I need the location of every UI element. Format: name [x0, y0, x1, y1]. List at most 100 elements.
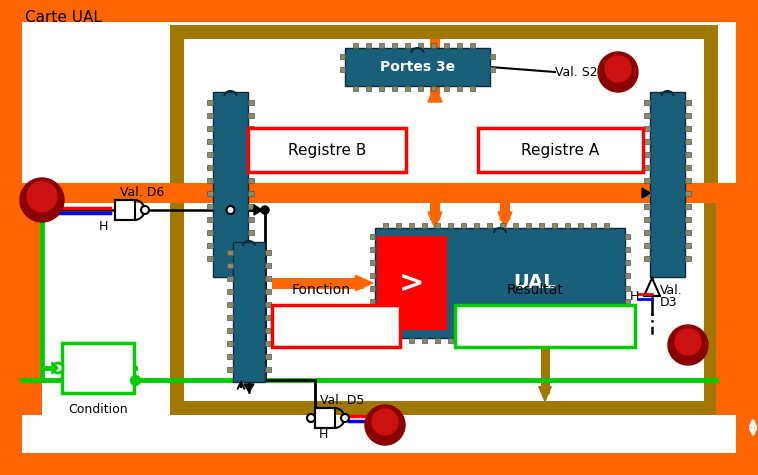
Bar [248, 113, 254, 118]
Bar [500, 223, 505, 228]
Bar [248, 128, 406, 172]
Bar [207, 217, 213, 222]
Bar [366, 86, 371, 91]
Bar [248, 139, 254, 144]
Polygon shape [539, 387, 551, 401]
Bar [353, 86, 358, 91]
Bar [370, 286, 375, 291]
Bar [704, 25, 718, 415]
Bar [265, 250, 271, 255]
Bar [591, 223, 596, 228]
Bar [370, 273, 375, 278]
Bar [685, 217, 691, 222]
Bar [552, 223, 557, 228]
Text: D3: D3 [660, 295, 678, 308]
Bar [685, 165, 691, 170]
Bar [461, 223, 466, 228]
Bar [644, 191, 650, 196]
Bar [396, 338, 401, 343]
Bar [207, 243, 213, 248]
Bar [248, 204, 254, 209]
Bar [644, 139, 650, 144]
Bar [490, 67, 495, 72]
Bar [227, 328, 233, 333]
Bar [644, 178, 650, 183]
Bar [207, 256, 213, 261]
Circle shape [341, 414, 349, 422]
Circle shape [365, 405, 405, 445]
Bar [375, 228, 625, 338]
Bar [227, 341, 233, 346]
Bar [272, 305, 400, 347]
Bar [539, 223, 544, 228]
Bar [461, 338, 466, 343]
Bar [379, 43, 384, 48]
Bar [227, 276, 233, 281]
Circle shape [227, 206, 234, 214]
Bar [170, 25, 184, 415]
Bar [444, 43, 449, 48]
Bar [409, 223, 414, 228]
Bar [392, 86, 397, 91]
Ellipse shape [673, 352, 703, 362]
Bar [265, 302, 271, 307]
Bar [248, 100, 254, 105]
Bar [457, 86, 462, 91]
Bar [644, 217, 650, 222]
Bar [685, 139, 691, 144]
Bar [0, 453, 758, 475]
Circle shape [675, 329, 701, 355]
Ellipse shape [603, 79, 633, 89]
Circle shape [307, 414, 315, 422]
Bar [370, 325, 375, 330]
Bar [207, 100, 213, 105]
Bar [431, 86, 436, 91]
Bar [644, 165, 650, 170]
Bar [578, 338, 583, 343]
Text: Fonction: Fonction [292, 283, 350, 297]
Bar [207, 126, 213, 131]
Bar [248, 165, 254, 170]
Bar [685, 243, 691, 248]
Bar [448, 223, 453, 228]
Bar [370, 247, 375, 252]
Ellipse shape [26, 208, 58, 218]
Bar [699, 188, 716, 198]
Bar [431, 43, 436, 48]
Bar [248, 256, 254, 261]
Bar [552, 338, 557, 343]
Bar [500, 203, 510, 220]
Bar [340, 54, 345, 59]
Bar [265, 289, 271, 294]
Bar [685, 152, 691, 157]
Bar [405, 86, 410, 91]
Bar [248, 178, 254, 183]
Bar [227, 367, 233, 372]
Polygon shape [254, 205, 262, 215]
Bar [227, 354, 233, 359]
Bar [248, 217, 254, 222]
Bar [207, 191, 213, 196]
Bar [265, 276, 271, 281]
Bar [184, 188, 206, 198]
Bar [233, 242, 265, 382]
Polygon shape [428, 86, 442, 102]
Text: H: H [318, 428, 327, 440]
Bar [685, 178, 691, 183]
Polygon shape [210, 186, 226, 200]
Circle shape [598, 52, 638, 92]
Bar [340, 67, 345, 72]
Bar [207, 139, 213, 144]
Bar [625, 234, 630, 239]
Bar [565, 223, 570, 228]
Text: BUS de données: BUS de données [526, 460, 653, 474]
Bar [213, 92, 248, 277]
Bar [500, 338, 505, 343]
Text: H: H [630, 289, 640, 303]
Bar [644, 204, 650, 209]
Bar [370, 312, 375, 317]
Bar [265, 263, 271, 268]
Bar [513, 223, 518, 228]
Bar [0, 0, 22, 475]
Text: Résultat: Résultat [506, 283, 563, 297]
